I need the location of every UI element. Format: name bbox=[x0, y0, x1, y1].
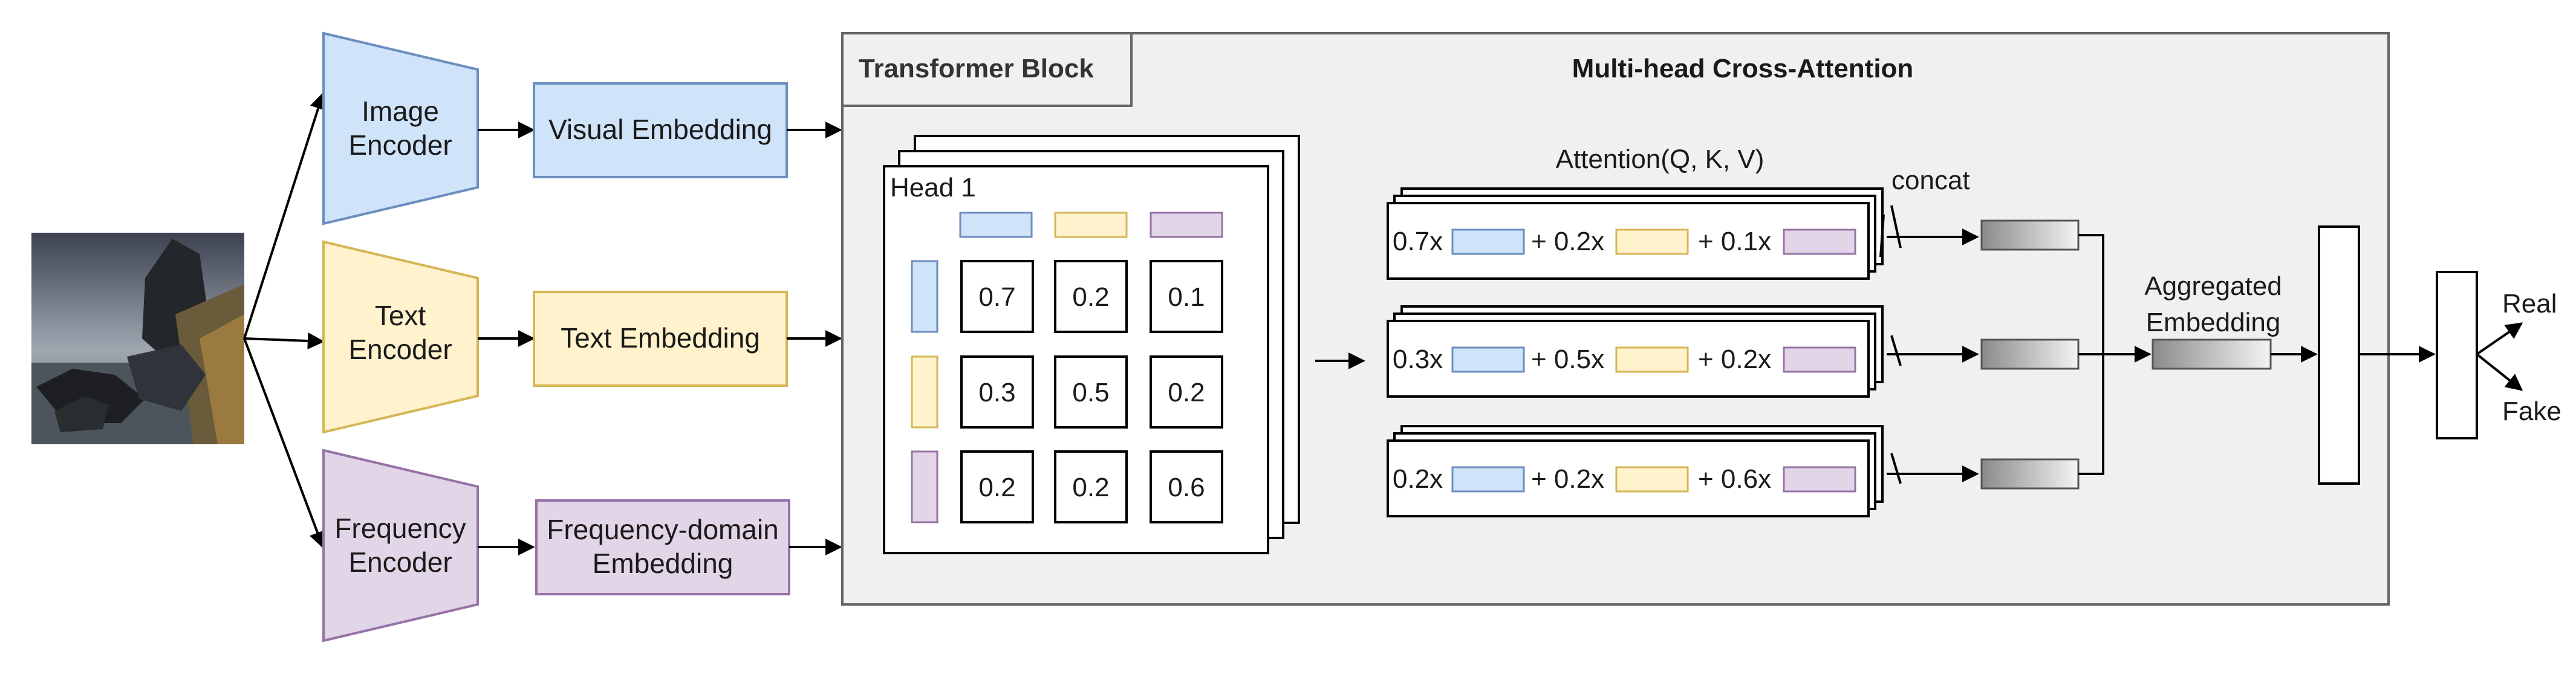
text-encoder: Text Encoder bbox=[322, 240, 479, 434]
svg-text:+ 0.2x: + 0.2x bbox=[1698, 345, 1771, 374]
matrix-cell bbox=[1150, 260, 1223, 333]
key-swatch-text bbox=[1054, 212, 1128, 238]
output-real-label: Real bbox=[2502, 289, 2557, 319]
svg-text:Encoder: Encoder bbox=[348, 129, 452, 161]
matrix-value: 0.2 bbox=[1072, 473, 1109, 502]
matrix-value: 0.7 bbox=[978, 282, 1015, 312]
svg-text:+ 0.2x: + 0.2x bbox=[1531, 464, 1604, 494]
matrix-value: 0.5 bbox=[1072, 378, 1109, 407]
aggregated-embedding bbox=[2152, 338, 2272, 370]
attention-head-stack: Head 1 0.7 0.2 0.1 0.3 0.5 0.2 0.2 0.2 bbox=[883, 135, 1300, 554]
concat-arrows bbox=[1879, 205, 1979, 484]
aggregated-label-line1: Aggregated bbox=[2144, 271, 2282, 301]
output-fake-label: Fake bbox=[2502, 397, 2561, 426]
svg-text:+ 0.1x: + 0.1x bbox=[1698, 227, 1771, 256]
svg-text:Frequency-domain: Frequency-domain bbox=[547, 514, 779, 545]
svg-text:+ 0.6x: + 0.6x bbox=[1698, 464, 1771, 494]
svg-text:Text Embedding: Text Embedding bbox=[561, 322, 760, 354]
matrix-cell bbox=[1054, 355, 1128, 429]
query-swatch-frequency bbox=[911, 450, 938, 523]
classifier-output-arrows bbox=[2476, 322, 2523, 391]
attention-output-row: 0.3x + 0.5x + 0.2x bbox=[1387, 305, 1884, 398]
head-output-token bbox=[1980, 219, 2080, 251]
matrix-cell bbox=[960, 355, 1034, 429]
concat-label: concat bbox=[1891, 166, 1970, 195]
aggregated-label-line2: Embedding bbox=[2146, 308, 2281, 337]
matrix-value: 0.3 bbox=[978, 378, 1015, 407]
matrix-cell bbox=[1054, 260, 1128, 333]
matrix-cell bbox=[960, 260, 1034, 333]
svg-text:+ 0.5x: + 0.5x bbox=[1531, 345, 1604, 374]
attention-formula-label: Attention(Q, K, V) bbox=[1556, 144, 1764, 174]
image-to-encoder-arrows bbox=[243, 92, 327, 549]
input-image bbox=[31, 233, 244, 444]
matrix-cell bbox=[1150, 355, 1223, 429]
frequency-domain-embedding: Frequency-domain Embedding bbox=[535, 499, 790, 595]
transformer-block-title: Transformer Block bbox=[859, 54, 1094, 83]
matrix-value: 0.2 bbox=[1072, 282, 1109, 312]
matrix-cell bbox=[960, 450, 1034, 523]
head-title: Head 1 bbox=[890, 173, 976, 202]
text-embedding: Text Embedding bbox=[533, 291, 788, 387]
attention-output-row: 0.7x + 0.2x + 0.1x bbox=[1387, 187, 1884, 280]
svg-text:Text: Text bbox=[375, 300, 426, 331]
attention-output-row: 0.2x + 0.2x + 0.6x bbox=[1387, 425, 1884, 517]
matrix-cell bbox=[1150, 450, 1223, 523]
svg-text:+ 0.2x: + 0.2x bbox=[1531, 227, 1604, 256]
frequency-encoder: Frequency Encoder bbox=[322, 448, 479, 643]
svg-text:0.2x: 0.2x bbox=[1393, 464, 1443, 494]
merge-lines bbox=[2078, 234, 2152, 475]
svg-text:Visual Embedding: Visual Embedding bbox=[548, 114, 772, 145]
projection-layer bbox=[2318, 225, 2360, 485]
matrix-cell bbox=[1054, 450, 1128, 523]
embedding-to-transformer-arrows bbox=[787, 121, 842, 555]
attention-matrix: 0.7 0.2 0.1 0.3 0.5 0.2 0.2 0.2 0.6 bbox=[960, 260, 1223, 523]
matrix-value: 0.2 bbox=[1168, 378, 1205, 407]
svg-text:Image: Image bbox=[362, 96, 439, 127]
matrix-value: 0.6 bbox=[1168, 473, 1205, 502]
query-swatch-text bbox=[911, 355, 938, 429]
svg-text:Encoder: Encoder bbox=[348, 334, 452, 365]
svg-text:0.7x: 0.7x bbox=[1393, 227, 1443, 256]
query-swatch-visual bbox=[911, 260, 938, 333]
svg-text:Frequency: Frequency bbox=[334, 513, 466, 544]
svg-text:Embedding: Embedding bbox=[593, 548, 733, 579]
head-output-token bbox=[1980, 458, 2080, 490]
image-encoder: Image Encoder bbox=[322, 31, 479, 225]
svg-text:Encoder: Encoder bbox=[348, 546, 452, 578]
matrix-value: 0.2 bbox=[978, 473, 1015, 502]
encoder-to-embedding-arrows bbox=[478, 121, 535, 555]
svg-text:0.3x: 0.3x bbox=[1393, 345, 1443, 374]
key-swatch-visual bbox=[959, 212, 1033, 238]
head-output-token bbox=[1980, 338, 2080, 370]
key-swatch-frequency bbox=[1150, 212, 1223, 238]
visual-embedding: Visual Embedding bbox=[533, 82, 788, 178]
cross-attention-title: Multi-head Cross-Attention bbox=[1572, 54, 1914, 83]
matrix-value: 0.1 bbox=[1168, 282, 1205, 312]
classifier-layer bbox=[2436, 271, 2478, 439]
